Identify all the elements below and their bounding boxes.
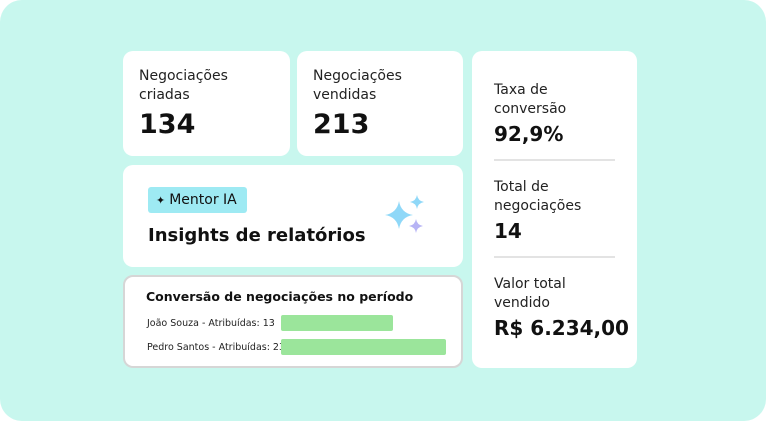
stat-label: Negociações criadas <box>139 68 228 103</box>
badge-text: Mentor IA <box>169 192 237 208</box>
sparkles <box>385 195 424 233</box>
sparkle <box>409 219 423 233</box>
summary-value: 14 <box>494 219 522 243</box>
summary-value: R$ 6.234,00 <box>494 316 629 340</box>
mentor-card[interactable]: ✦ Mentor IA Insights de relatórios <box>123 165 463 267</box>
bar <box>281 339 446 355</box>
divider <box>494 159 615 161</box>
badge-icon: ✦ <box>156 193 166 207</box>
stat-card: Negociações criadas 134 <box>123 51 290 156</box>
badge: ✦ Mentor IA <box>148 187 247 213</box>
sparkle <box>385 201 413 229</box>
summary-card: Taxa de conversão 92,9% Total de negocia… <box>472 51 637 368</box>
summary-label: Taxa de conversão <box>494 82 567 117</box>
sparkle <box>410 195 424 209</box>
stat-value: 134 <box>139 109 196 140</box>
row-label: Pedro Santos - Atribuídas: 23 <box>147 342 286 353</box>
row-label: João Souza - Atribuídas: 13 <box>147 318 275 329</box>
bar <box>281 315 393 331</box>
summary-label: Valor total vendido <box>494 276 566 311</box>
mentor-title: Insights de relatórios <box>148 225 366 246</box>
chart-title: Conversão de negociações no período <box>146 289 414 304</box>
chart-card: Conversão de negociações no período João… <box>123 275 463 368</box>
divider <box>494 256 615 258</box>
summary-label: Total de negociações <box>494 179 582 214</box>
stat-card: Negociações vendidas 213 <box>297 51 463 156</box>
stat-label: Negociações vendidas <box>313 68 402 103</box>
summary-value: 92,9% <box>494 122 564 146</box>
stat-value: 213 <box>313 109 370 140</box>
